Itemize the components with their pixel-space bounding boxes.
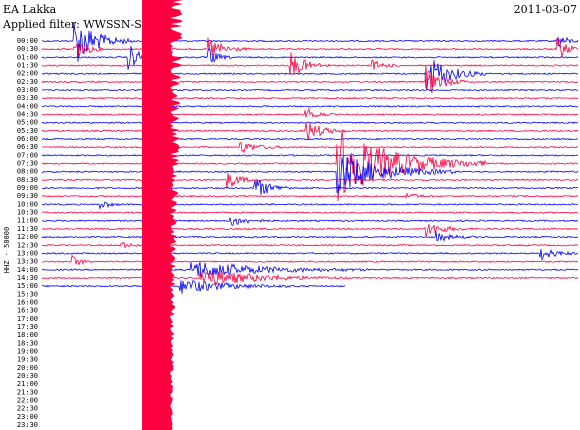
trace xyxy=(41,217,579,226)
filter-label: Applied filter: WWSSN-SP xyxy=(2,18,150,31)
time-label: 18:30 xyxy=(17,339,38,347)
trace xyxy=(41,279,346,294)
time-label: 19:30 xyxy=(17,356,38,364)
trace xyxy=(41,130,579,202)
trace xyxy=(41,45,579,70)
trace xyxy=(42,172,579,189)
trace xyxy=(41,65,578,94)
traces xyxy=(41,0,579,430)
trace xyxy=(41,137,579,141)
time-label: 03:00 xyxy=(17,86,38,94)
trace xyxy=(41,231,579,243)
trace xyxy=(41,242,579,249)
time-label: 09:00 xyxy=(17,184,38,192)
trace xyxy=(41,211,579,214)
time-label: 16:30 xyxy=(17,307,38,315)
time-label: 16:00 xyxy=(17,298,38,306)
trace xyxy=(41,248,579,262)
trace xyxy=(42,179,579,196)
time-label: 14:30 xyxy=(17,274,38,282)
trace xyxy=(41,60,579,91)
time-label: 10:00 xyxy=(17,200,38,208)
time-label: 17:00 xyxy=(17,315,38,323)
channel-label: HHZ - 50000 xyxy=(3,227,11,273)
trace xyxy=(41,224,579,237)
time-label: 08:00 xyxy=(17,168,38,176)
trace xyxy=(41,261,579,278)
trace xyxy=(41,107,579,119)
time-label: 00:00 xyxy=(17,37,38,45)
trace xyxy=(41,155,579,193)
time-label: 04:30 xyxy=(17,111,38,119)
time-label: 04:00 xyxy=(17,102,38,110)
time-label: 11:30 xyxy=(17,225,38,233)
trace xyxy=(41,192,579,199)
trace xyxy=(41,142,579,154)
time-label: 23:00 xyxy=(17,413,38,421)
time-label: 07:30 xyxy=(17,160,38,168)
time-label: 12:00 xyxy=(17,233,38,241)
trace xyxy=(41,154,579,157)
time-label: 00:30 xyxy=(17,45,38,53)
time-label: 01:30 xyxy=(17,62,38,70)
quake-band xyxy=(142,0,166,430)
time-label: 05:30 xyxy=(17,127,38,135)
time-label: 11:00 xyxy=(17,217,38,225)
time-label: 13:30 xyxy=(17,258,38,266)
time-label: 07:00 xyxy=(17,151,38,159)
time-label: 10:30 xyxy=(17,209,38,217)
time-label: 03:30 xyxy=(17,94,38,102)
time-label: 20:30 xyxy=(17,372,38,380)
trace xyxy=(41,96,579,100)
trace xyxy=(41,22,579,62)
time-label: 01:00 xyxy=(17,53,38,61)
time-label: 06:30 xyxy=(17,143,38,151)
time-label: 14:00 xyxy=(17,266,38,274)
time-label: 02:30 xyxy=(17,78,38,86)
time-label: 15:30 xyxy=(17,290,38,298)
trace xyxy=(41,105,579,108)
time-label: 20:00 xyxy=(17,364,38,372)
trace xyxy=(41,270,579,286)
station-name: EA Lakka xyxy=(3,3,57,16)
time-label: 23:30 xyxy=(17,421,38,429)
trace xyxy=(41,122,579,141)
time-label: 21:30 xyxy=(17,388,38,396)
time-label: 15:00 xyxy=(17,282,38,290)
trace xyxy=(41,88,579,92)
time-label: 17:30 xyxy=(17,323,38,331)
time-label: 18:00 xyxy=(17,331,38,339)
trace xyxy=(41,254,579,266)
quake-coda xyxy=(166,0,184,430)
time-label: 06:00 xyxy=(17,135,38,143)
time-label: 02:00 xyxy=(17,70,38,78)
date: 2011-03-07 xyxy=(514,3,577,16)
trace xyxy=(41,52,579,75)
time-label: 21:00 xyxy=(17,380,38,388)
time-label: 13:00 xyxy=(17,249,38,257)
time-label: 22:30 xyxy=(17,405,38,413)
trace xyxy=(41,121,579,124)
time-label: 19:00 xyxy=(17,347,38,355)
time-label: 05:00 xyxy=(17,119,38,127)
time-label: 08:30 xyxy=(17,176,38,184)
time-label: 12:30 xyxy=(17,241,38,249)
time-label: 22:00 xyxy=(17,396,38,404)
trace xyxy=(41,201,579,210)
time-label: 09:30 xyxy=(17,192,38,200)
